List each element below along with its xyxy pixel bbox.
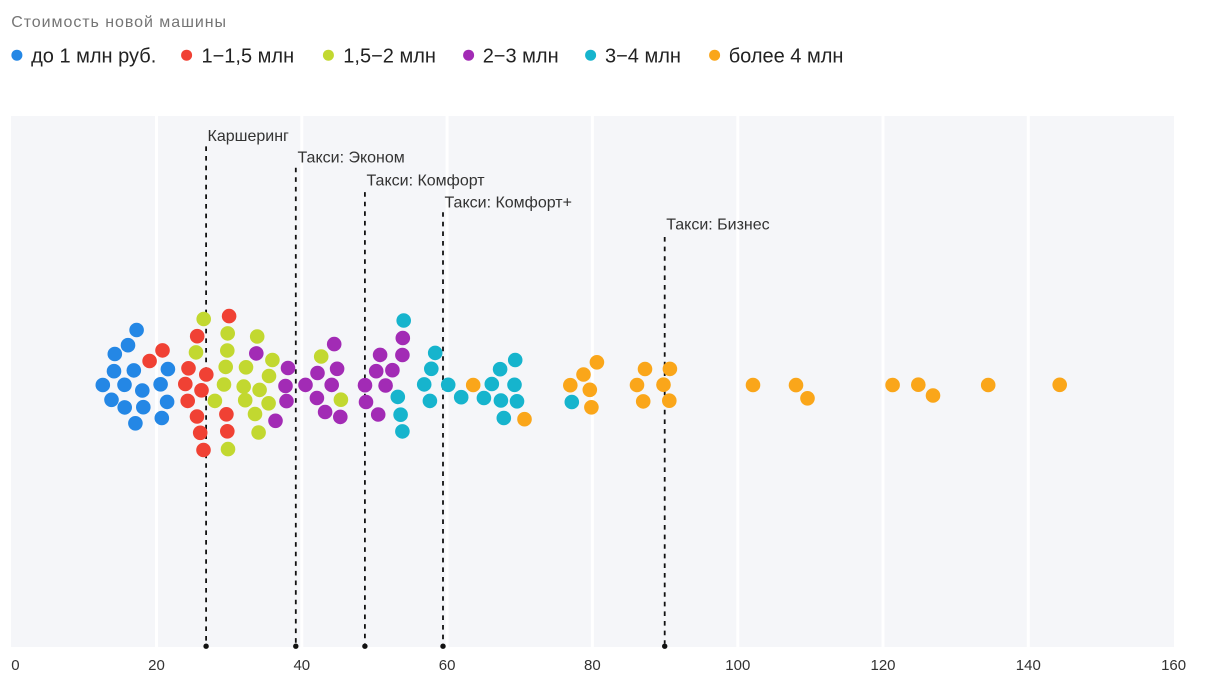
svg-text:до 1 млн руб.: до 1 млн руб. [31, 46, 156, 68]
svg-text:более 4 млн: более 4 млн [729, 46, 844, 68]
svg-text:120: 120 [870, 657, 895, 674]
svg-text:140: 140 [1016, 657, 1041, 674]
svg-text:1−1,5 млн: 1−1,5 млн [202, 46, 295, 68]
svg-text:100: 100 [725, 657, 750, 674]
svg-text:80: 80 [584, 657, 601, 674]
svg-text:2−3 млн: 2−3 млн [483, 46, 559, 68]
svg-text:3−4 млн: 3−4 млн [605, 46, 681, 68]
svg-text:40: 40 [293, 657, 310, 674]
svg-text:Такси: Комфорт: Такси: Комфорт [367, 172, 486, 189]
svg-text:60: 60 [439, 657, 456, 674]
svg-text:Стоимость новой машины: Стоимость новой машины [11, 14, 227, 31]
svg-text:Каршеринг: Каршеринг [208, 128, 290, 145]
svg-text:0: 0 [11, 657, 19, 674]
svg-text:Такси: Бизнес: Такси: Бизнес [666, 216, 769, 233]
svg-text:Такси: Комфорт+: Такси: Комфорт+ [445, 195, 572, 212]
svg-text:20: 20 [148, 657, 165, 674]
svg-text:160: 160 [1161, 657, 1186, 674]
svg-text:Такси: Эконом: Такси: Эконом [298, 150, 405, 167]
svg-text:1,5−2 млн: 1,5−2 млн [343, 46, 436, 68]
